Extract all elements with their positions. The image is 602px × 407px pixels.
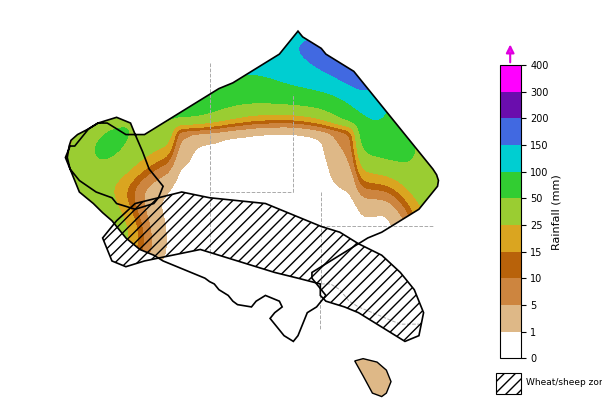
Y-axis label: Rainfall (mm): Rainfall (mm) (551, 174, 562, 249)
Point (46, 396, 56, 402)
Polygon shape (355, 359, 391, 396)
Point (46, 396, 56, 402)
FancyBboxPatch shape (495, 373, 521, 394)
Point (46, 396, 56, 402)
Point (46, 396, 56, 402)
Point (46, 396, 56, 402)
Point (46, 396, 56, 402)
Point (46, 396, 56, 402)
Point (46, 396, 56, 402)
Point (46, 396, 56, 402)
Text: Wheat/sheep zone: Wheat/sheep zone (526, 378, 602, 387)
Point (46, 396, 56, 402)
Point (46, 396, 56, 402)
Point (46, 396, 56, 402)
